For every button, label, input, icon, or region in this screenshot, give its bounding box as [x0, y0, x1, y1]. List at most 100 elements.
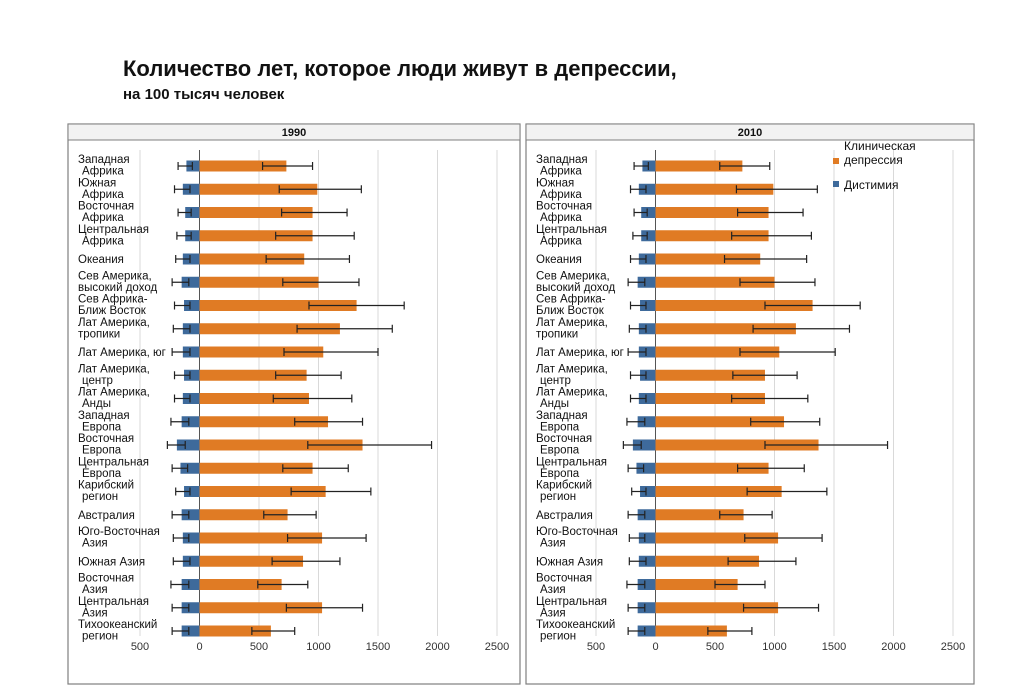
bar-depression: [655, 509, 744, 521]
bar-depression: [199, 439, 363, 451]
category-label: Лат Америка,: [78, 363, 150, 375]
category-label: Европа: [82, 468, 122, 480]
category-label: Европа: [82, 445, 122, 457]
legend-swatch-dysthymia: [833, 181, 839, 187]
category-label: Азия: [540, 607, 566, 619]
bar-dysthymia: [638, 393, 656, 404]
bar-depression: [199, 579, 282, 590]
category-label: Южная: [536, 177, 574, 189]
category-label: Западная: [78, 410, 130, 422]
x-tick-label: 500: [131, 641, 149, 653]
category-label: Лат Америка,: [536, 387, 608, 399]
category-label: тропики: [536, 328, 578, 340]
category-label: Сев Африка-: [78, 294, 148, 306]
bar-depression: [655, 207, 769, 218]
category-label: Африка: [82, 189, 124, 201]
x-tick-label: 500: [706, 641, 724, 653]
bar-depression: [199, 393, 309, 404]
bar-dysthymia: [637, 579, 656, 590]
category-label: Азия: [82, 607, 108, 619]
bar-dysthymia: [182, 555, 200, 567]
bar-dysthymia: [638, 253, 656, 265]
bar-depression: [655, 579, 738, 590]
bar-dysthymia: [640, 369, 656, 381]
x-tick-label: 500: [250, 641, 268, 653]
bar-dysthymia: [185, 207, 200, 218]
category-label: Европа: [82, 421, 122, 433]
bar-dysthymia: [638, 323, 656, 335]
x-tick-label: 1500: [822, 641, 846, 653]
category-label: Тихоокеанский: [78, 619, 157, 631]
category-label: Австралия: [536, 510, 593, 522]
bar-dysthymia: [641, 230, 656, 242]
bar-depression: [655, 276, 775, 288]
x-tick-label: 2500: [941, 641, 965, 653]
category-label: Африка: [540, 235, 582, 247]
bar-dysthymia: [637, 625, 656, 637]
legend-label: Дистимия: [844, 178, 898, 192]
chart-subtitle: на 100 тысяч человек: [123, 86, 285, 103]
bar-dysthymia: [176, 439, 200, 451]
bar-dysthymia: [637, 416, 656, 428]
category-label: Южная Азия: [78, 556, 145, 568]
category-label: Азия: [82, 538, 108, 550]
bar-depression: [199, 369, 307, 381]
category-label: Анды: [540, 398, 569, 410]
bar-depression: [199, 323, 340, 335]
bar-dysthymia: [637, 602, 656, 614]
bar-dysthymia: [181, 602, 200, 614]
x-tick-label: 0: [196, 641, 202, 653]
x-tick-label: 500: [587, 641, 605, 653]
bar-depression: [199, 416, 329, 428]
category-label: Океания: [536, 254, 582, 266]
x-tick-label: 1000: [762, 641, 786, 653]
bar-depression: [655, 183, 774, 195]
category-label: Океания: [78, 254, 124, 266]
category-label: Центральная: [78, 456, 149, 468]
category-label: Центральная: [78, 596, 149, 608]
bar-dysthymia: [637, 276, 656, 288]
bar-dysthymia: [637, 509, 656, 521]
panel-header: [67, 123, 521, 141]
bar-depression: [655, 602, 779, 614]
category-label: Африка: [540, 189, 582, 201]
x-tick-label: 1500: [366, 641, 390, 653]
bar-dysthymia: [636, 462, 656, 474]
bar-dysthymia: [182, 393, 200, 404]
bar-depression: [655, 416, 785, 428]
category-label: регион: [82, 491, 118, 503]
category-label: Лат Америка,: [78, 387, 150, 399]
category-label: Восточная: [78, 201, 134, 213]
category-label: регион: [540, 491, 576, 503]
category-label: Восточная: [78, 433, 134, 445]
category-label: Ближ Восток: [78, 305, 147, 317]
category-label: регион: [540, 631, 576, 643]
category-label: Центральная: [536, 224, 607, 236]
category-label: Центральная: [536, 456, 607, 468]
category-label: Карибский: [78, 480, 134, 492]
bar-dysthymia: [181, 509, 200, 521]
category-label: Африка: [540, 166, 582, 178]
category-label: Западная: [78, 154, 130, 166]
category-label: Центральная: [536, 596, 607, 608]
bar-depression: [655, 393, 765, 404]
category-label: Западная: [536, 410, 588, 422]
legend-label: депрессия: [844, 153, 903, 167]
category-label: Африка: [82, 235, 124, 247]
bar-dysthymia: [182, 532, 200, 544]
bar-dysthymia: [182, 323, 200, 335]
bar-depression: [199, 253, 305, 265]
bar-depression: [199, 346, 324, 358]
category-label: Лат Америка, юг: [536, 347, 624, 359]
bar-depression: [199, 532, 323, 544]
bar-dysthymia: [184, 369, 200, 381]
bar-dysthymia: [641, 207, 656, 218]
bar-depression: [655, 323, 796, 335]
bar-dysthymia: [184, 486, 200, 497]
category-label: Восточная: [78, 573, 134, 585]
bar-depression: [655, 230, 769, 242]
category-label: Азия: [540, 584, 566, 596]
bar-depression: [199, 486, 326, 497]
category-label: центр: [540, 375, 571, 387]
